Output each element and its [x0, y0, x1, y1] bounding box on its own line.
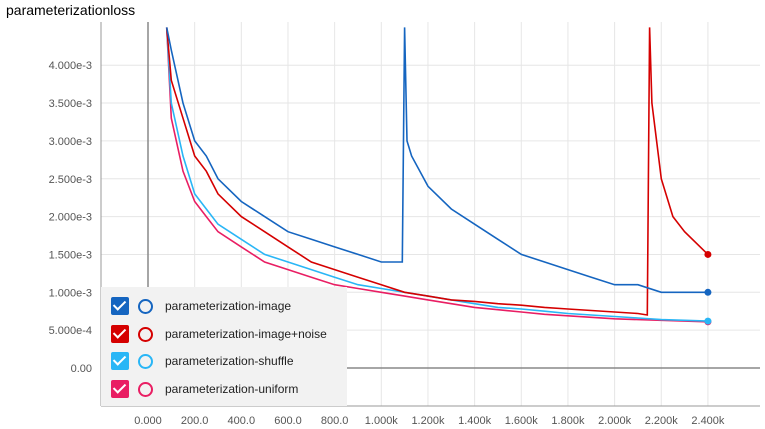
- y-tick-label: 4.000e-3: [49, 60, 92, 72]
- series-line-parameterization-shuffle: [165, 27, 708, 322]
- x-tick-label: 200.0: [181, 415, 209, 427]
- series-line-parameterization-image+noise: [165, 27, 709, 316]
- circle-icon: [138, 381, 153, 397]
- x-tick-label: 1.200k: [411, 415, 445, 427]
- y-tick-label: 0.00: [71, 363, 92, 375]
- legend-item-image[interactable]: parameterization-image: [111, 295, 291, 317]
- chart-series-group: [165, 27, 712, 326]
- x-tick-label: 1.800k: [551, 415, 585, 427]
- checkbox-icon[interactable]: [111, 380, 129, 398]
- y-tick-label: 5.000e-4: [49, 325, 92, 337]
- x-tick-label: 1.400k: [458, 415, 492, 427]
- legend-item-uniform[interactable]: parameterization-uniform: [111, 378, 298, 400]
- series-endpoint-parameterization-image+noise: [704, 250, 712, 258]
- series-endpoint-parameterization-image: [704, 288, 712, 296]
- legend-item-image-noise[interactable]: parameterization-image+noise: [111, 323, 327, 345]
- x-tick-label: 1.000k: [365, 415, 399, 427]
- legend-label: parameterization-image+noise: [165, 327, 327, 341]
- legend-label: parameterization-shuffle: [165, 354, 294, 368]
- x-tick-label: 1.600k: [505, 415, 539, 427]
- legend-label: parameterization-uniform: [165, 382, 299, 396]
- x-tick-label: 800.0: [321, 415, 349, 427]
- chart-legend: parameterization-image parameterization-…: [101, 287, 347, 406]
- checkbox-icon[interactable]: [111, 325, 129, 343]
- series-line-parameterization-image: [165, 27, 708, 294]
- circle-icon: [138, 353, 153, 369]
- x-tick-label: 400.0: [228, 415, 256, 427]
- checkbox-icon[interactable]: [111, 297, 129, 315]
- y-tick-label: 2.000e-3: [49, 212, 92, 224]
- y-tick-label: 2.500e-3: [49, 174, 92, 186]
- chart-tick-labels: 0.000 200.0 400.0 600.0 800.0 1.000k 1.200k 1.4…: [49, 60, 725, 427]
- series-endpoint-parameterization-shuffle: [704, 317, 712, 325]
- legend-label: parameterization-image: [165, 299, 292, 313]
- x-tick-label: 600.0: [274, 415, 302, 427]
- x-tick-label: 2.000k: [598, 415, 632, 427]
- x-tick-label: 0.000: [134, 415, 162, 427]
- series-line-parameterization-uniform: [165, 27, 708, 323]
- x-tick-label: 2.400k: [691, 415, 725, 427]
- y-tick-label: 3.000e-3: [49, 136, 92, 148]
- x-tick-label: 2.200k: [645, 415, 679, 427]
- y-tick-label: 1.000e-3: [49, 287, 92, 299]
- checkbox-icon[interactable]: [111, 352, 129, 370]
- y-tick-label: 3.500e-3: [49, 98, 92, 110]
- chart-title: parameterizationloss: [6, 2, 136, 18]
- y-tick-label: 1.500e-3: [49, 249, 92, 261]
- circle-icon: [138, 326, 153, 342]
- circle-icon: [138, 298, 153, 314]
- legend-item-shuffle[interactable]: parameterization-shuffle: [111, 350, 294, 372]
